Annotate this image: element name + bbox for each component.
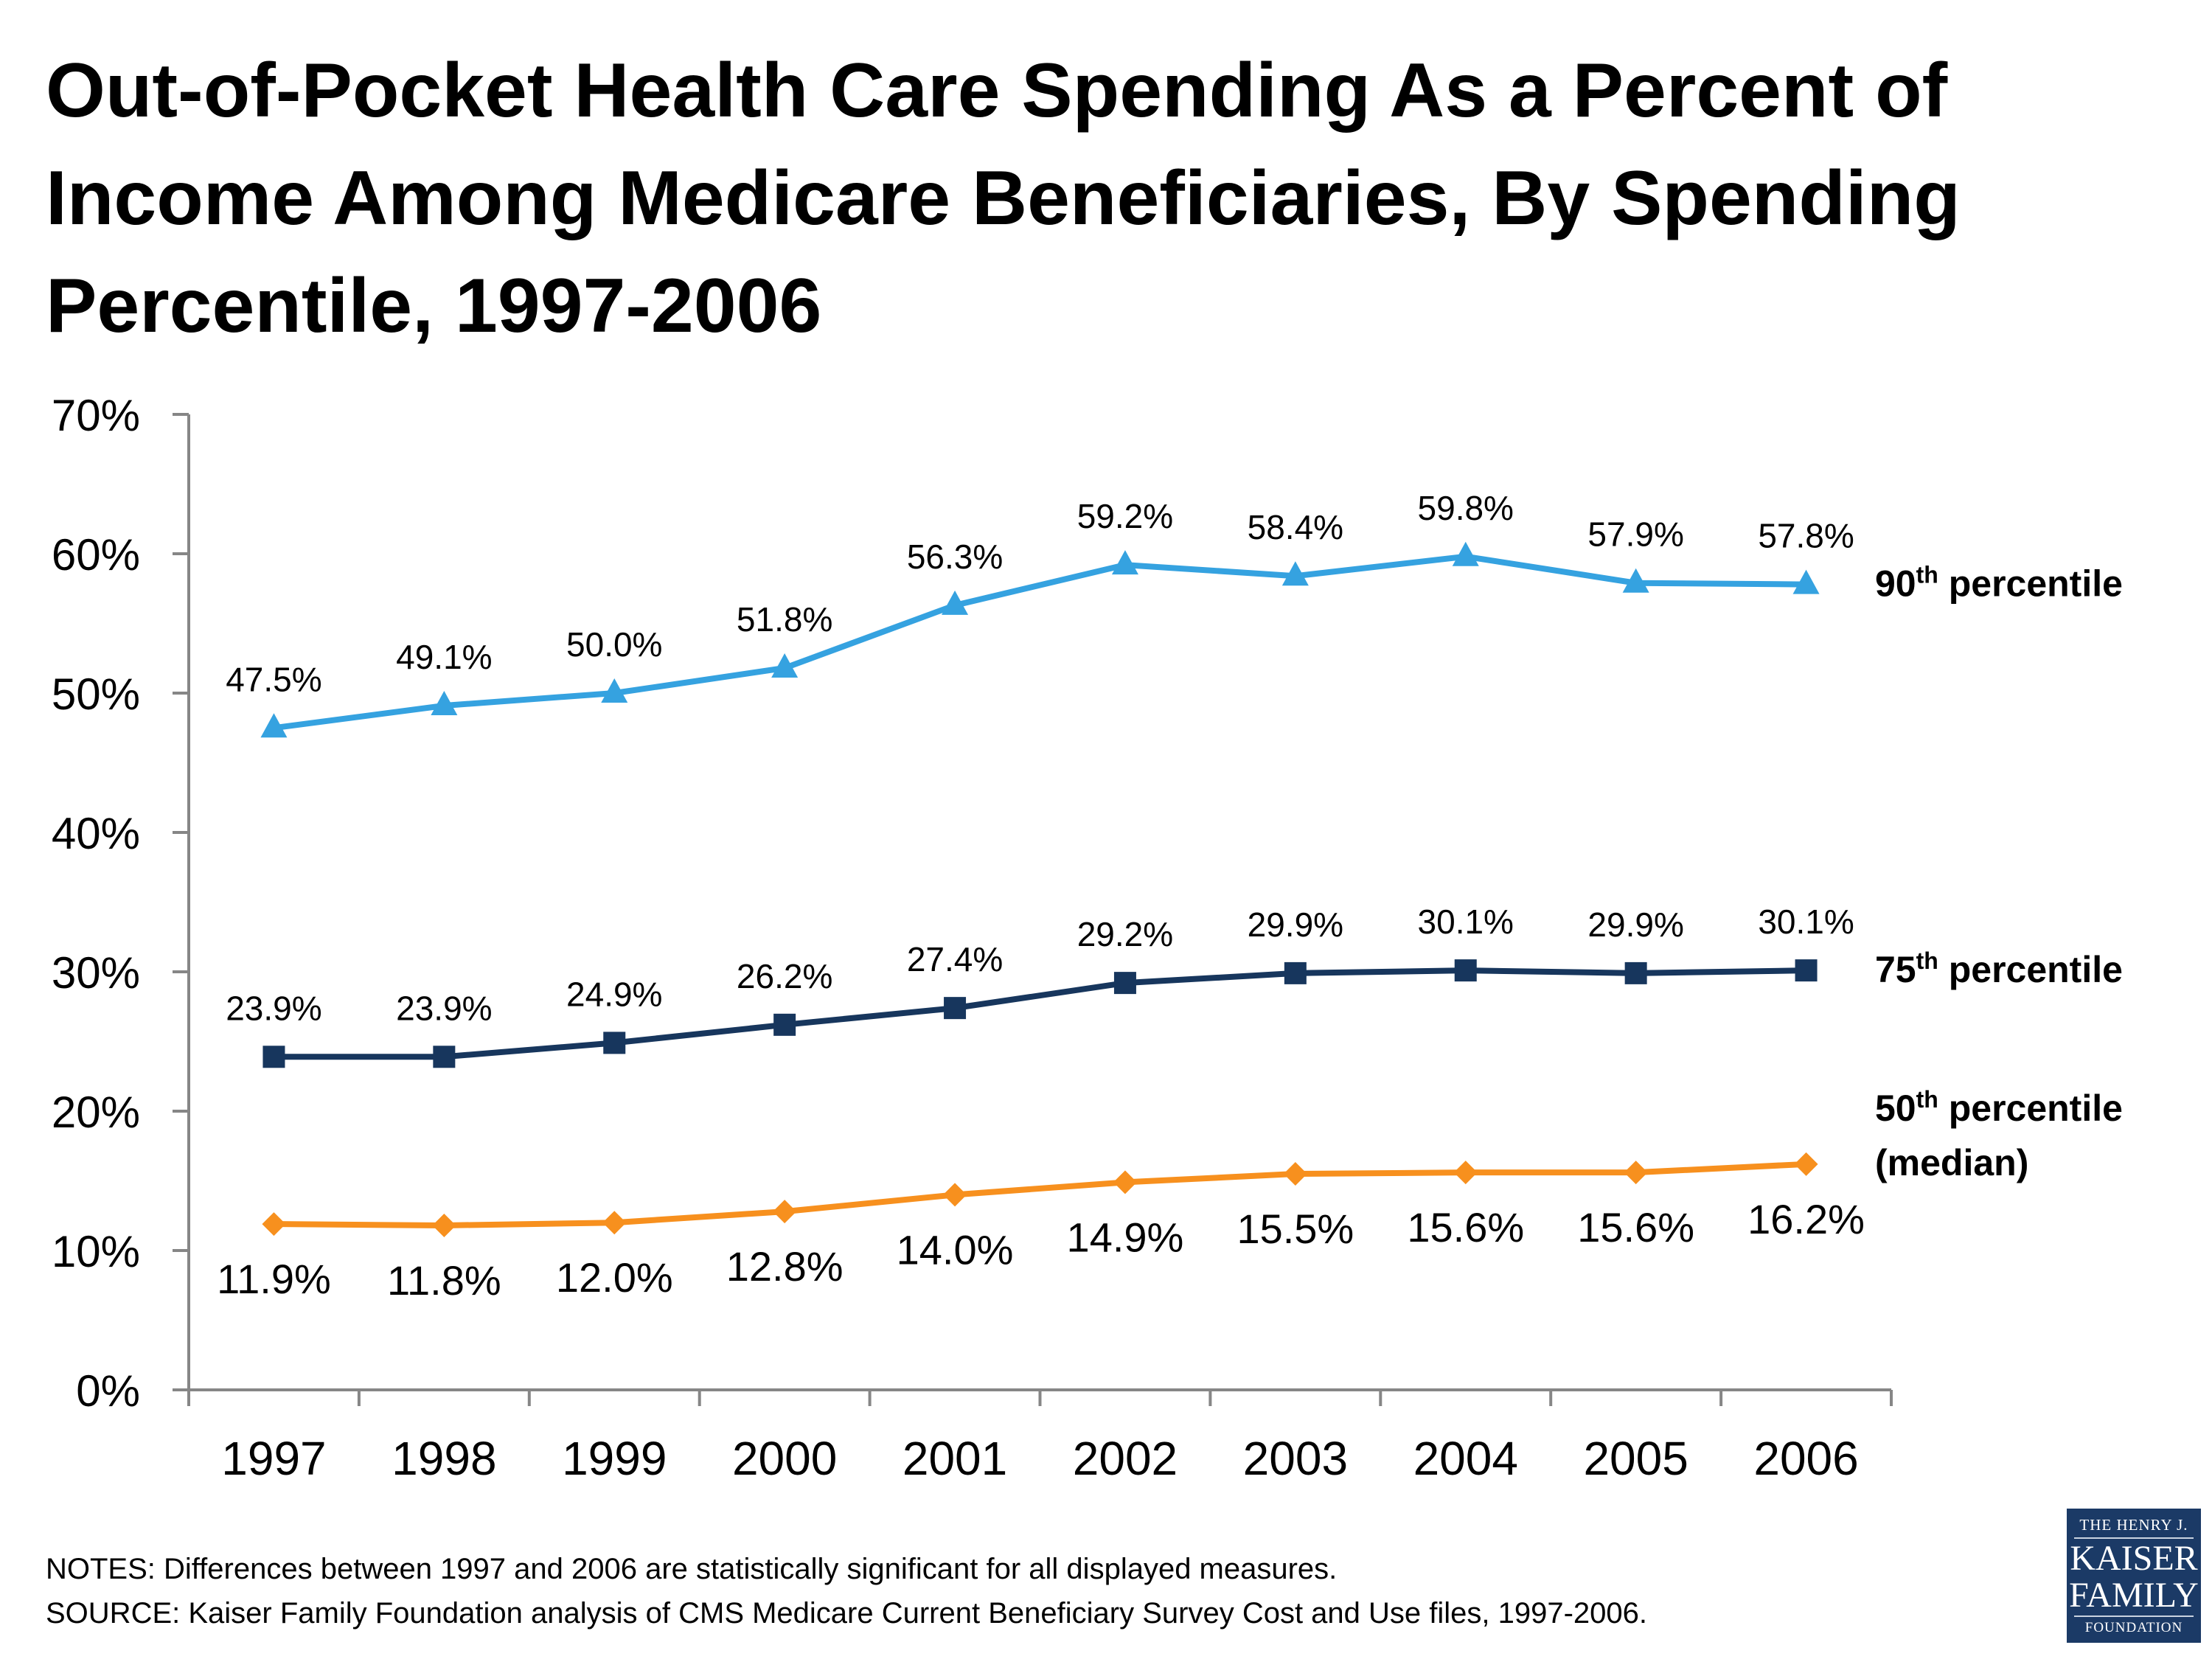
data-label: 14.0% bbox=[897, 1226, 1014, 1273]
data-label: 12.8% bbox=[726, 1243, 844, 1290]
data-label: 47.5% bbox=[226, 660, 321, 698]
diamond-marker bbox=[1453, 1161, 1478, 1185]
x-tick-label: 1997 bbox=[221, 1432, 326, 1485]
chart-title: Out-of-Pocket Health Care Spending As a … bbox=[46, 48, 1961, 349]
y-tick-label: 40% bbox=[52, 809, 140, 858]
data-label: 23.9% bbox=[226, 989, 321, 1027]
series-label-0: 90th percentile bbox=[1875, 562, 2123, 605]
triangle-marker bbox=[1792, 569, 1820, 594]
series-label-2: 50th percentile bbox=[1875, 1086, 2123, 1129]
data-label: 15.6% bbox=[1407, 1204, 1524, 1251]
data-label: 26.2% bbox=[737, 957, 832, 995]
data-label: 30.1% bbox=[1758, 902, 1854, 941]
y-tick-label: 0% bbox=[76, 1366, 140, 1416]
footnotes: NOTES: Differences between 1997 and 2006… bbox=[46, 1547, 1647, 1635]
x-tick-label: 1999 bbox=[562, 1432, 667, 1485]
square-marker bbox=[262, 1046, 285, 1068]
x-tick-label: 2005 bbox=[1583, 1432, 1688, 1485]
data-label: 11.9% bbox=[217, 1256, 331, 1302]
data-label: 15.6% bbox=[1577, 1204, 1694, 1251]
data-label: 14.9% bbox=[1067, 1214, 1184, 1260]
series-label-1: 75th percentile bbox=[1875, 947, 2123, 990]
square-marker bbox=[1284, 961, 1307, 984]
triangle-marker bbox=[1452, 541, 1479, 566]
square-marker bbox=[603, 1032, 626, 1054]
kff-logo: THE HENRY J. KAISER FAMILY FOUNDATION bbox=[2067, 1509, 2201, 1643]
triangle-marker bbox=[942, 590, 969, 615]
diamond-marker bbox=[262, 1212, 286, 1237]
x-tick-label: 2002 bbox=[1073, 1432, 1178, 1485]
diamond-marker bbox=[602, 1211, 627, 1235]
y-tick-label: 50% bbox=[52, 669, 140, 719]
diamond-marker bbox=[773, 1200, 797, 1224]
square-marker bbox=[773, 1013, 796, 1036]
data-label: 49.1% bbox=[396, 638, 492, 676]
square-marker bbox=[944, 997, 967, 1020]
data-label: 15.5% bbox=[1237, 1206, 1354, 1252]
x-tick-label: 2003 bbox=[1243, 1432, 1348, 1485]
data-label: 24.9% bbox=[566, 975, 662, 1013]
y-tick-label: 10% bbox=[52, 1227, 140, 1276]
x-tick-label: 1998 bbox=[392, 1432, 496, 1485]
square-marker bbox=[1624, 961, 1647, 984]
data-label: 29.9% bbox=[1248, 905, 1343, 944]
data-label: 16.2% bbox=[1747, 1196, 1865, 1242]
data-label: 29.2% bbox=[1077, 915, 1173, 953]
triangle-marker bbox=[771, 653, 799, 678]
square-marker bbox=[433, 1046, 456, 1068]
diamond-marker bbox=[1113, 1170, 1137, 1194]
triangle-marker bbox=[1622, 568, 1649, 593]
square-marker bbox=[1795, 959, 1818, 982]
square-marker bbox=[1113, 972, 1136, 995]
data-label: 27.4% bbox=[907, 940, 1003, 978]
series-line-0 bbox=[273, 553, 1806, 731]
series-line-1 bbox=[274, 967, 1806, 1060]
x-tick-label: 2001 bbox=[902, 1432, 1007, 1485]
triangle-marker bbox=[1281, 561, 1309, 586]
y-tick-label: 60% bbox=[52, 530, 140, 580]
diamond-marker bbox=[1624, 1161, 1648, 1185]
triangle-marker bbox=[431, 691, 458, 716]
square-marker bbox=[1454, 959, 1477, 982]
x-tick-label: 2006 bbox=[1753, 1432, 1858, 1485]
diamond-marker bbox=[1283, 1162, 1307, 1186]
y-tick-label: 20% bbox=[52, 1088, 140, 1137]
data-label: 57.9% bbox=[1587, 515, 1683, 554]
data-label: 58.4% bbox=[1248, 508, 1343, 546]
data-label: 11.8% bbox=[387, 1257, 501, 1304]
triangle-marker bbox=[601, 678, 628, 703]
triangle-marker bbox=[260, 713, 288, 738]
data-label: 30.1% bbox=[1418, 902, 1514, 941]
x-tick-label: 2004 bbox=[1413, 1432, 1518, 1485]
y-tick-label: 70% bbox=[52, 391, 140, 440]
series-line-2 bbox=[274, 1161, 1806, 1228]
x-tick-label: 2000 bbox=[732, 1432, 837, 1485]
data-label: 56.3% bbox=[907, 538, 1003, 576]
series-label-line2: (median) bbox=[1875, 1142, 2028, 1183]
notes-text: NOTES: Differences between 1997 and 2006… bbox=[46, 1553, 1338, 1585]
triangle-marker bbox=[1111, 550, 1138, 575]
y-tick-label: 30% bbox=[52, 948, 140, 998]
data-label: 29.9% bbox=[1587, 905, 1683, 944]
diamond-marker bbox=[432, 1213, 456, 1237]
data-label: 23.9% bbox=[396, 989, 492, 1027]
diamond-marker bbox=[1794, 1152, 1818, 1176]
source-text: SOURCE: Kaiser Family Foundation analysi… bbox=[46, 1597, 1648, 1630]
diamond-marker bbox=[943, 1183, 967, 1207]
data-label: 51.8% bbox=[737, 600, 832, 639]
data-label: 12.0% bbox=[556, 1254, 673, 1301]
data-label: 59.8% bbox=[1418, 489, 1514, 527]
data-label: 57.8% bbox=[1758, 517, 1854, 555]
data-label: 50.0% bbox=[566, 625, 662, 664]
data-label: 59.2% bbox=[1077, 497, 1173, 535]
